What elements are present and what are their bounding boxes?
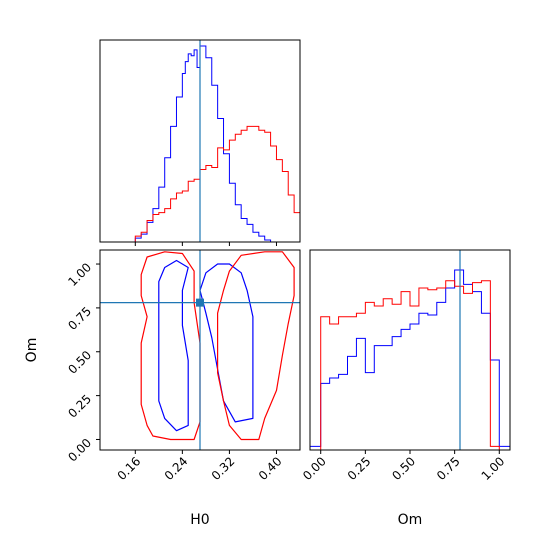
contour-blue-1 [199, 263, 254, 423]
om-tick-label: 0.00 [65, 436, 94, 465]
om-x-tick-label: 0.50 [389, 454, 418, 483]
h0-tick-label: 0.32 [209, 454, 238, 483]
om-hist-red [320, 280, 500, 450]
om-marginal-series [310, 269, 510, 450]
om-tick-label: 0.75 [65, 304, 94, 333]
h0-hist-blue [128, 45, 277, 242]
om-tick-label: 0.50 [65, 348, 94, 377]
h0-tick-label: 0.16 [115, 454, 144, 483]
h0-marginal-series [128, 45, 300, 242]
h0-marginal-panel [99, 39, 301, 246]
h0-hist-red [134, 125, 300, 242]
y-axis-label-om: Om [24, 338, 40, 363]
om-x-tick-label: 0.00 [300, 454, 329, 483]
om-marginal-frame [309, 249, 511, 451]
om-hist-blue [310, 269, 510, 450]
h0-marginal-frame [99, 39, 301, 243]
om-marginal-panel: 0.00 0.25 0.50 0.75 1.00 [300, 249, 511, 483]
om-tick-label: 1.00 [65, 260, 94, 289]
om-tick-label: 0.25 [65, 392, 94, 421]
contour-blue-0 [158, 259, 189, 432]
h0-tick-label: 0.40 [256, 454, 285, 483]
h0-om-contour-panel: 0.16 0.24 0.32 0.40 0.00 0.25 0.50 0.75 1.00 [65, 249, 301, 483]
contour-red-0 [140, 251, 201, 441]
contour-frame [99, 249, 301, 451]
x-axis-label-om: Om [398, 512, 423, 528]
contour-series [140, 251, 295, 441]
om-x-tick-label: 0.25 [345, 454, 374, 483]
truth-marker [196, 298, 204, 307]
h0-tick-label: 0.24 [162, 454, 191, 483]
contour-red-1 [217, 251, 295, 441]
om-x-tick-label: 0.75 [434, 454, 463, 483]
om-x-tick-label: 1.00 [479, 454, 508, 483]
x-axis-label-h0: H0 [190, 512, 209, 528]
